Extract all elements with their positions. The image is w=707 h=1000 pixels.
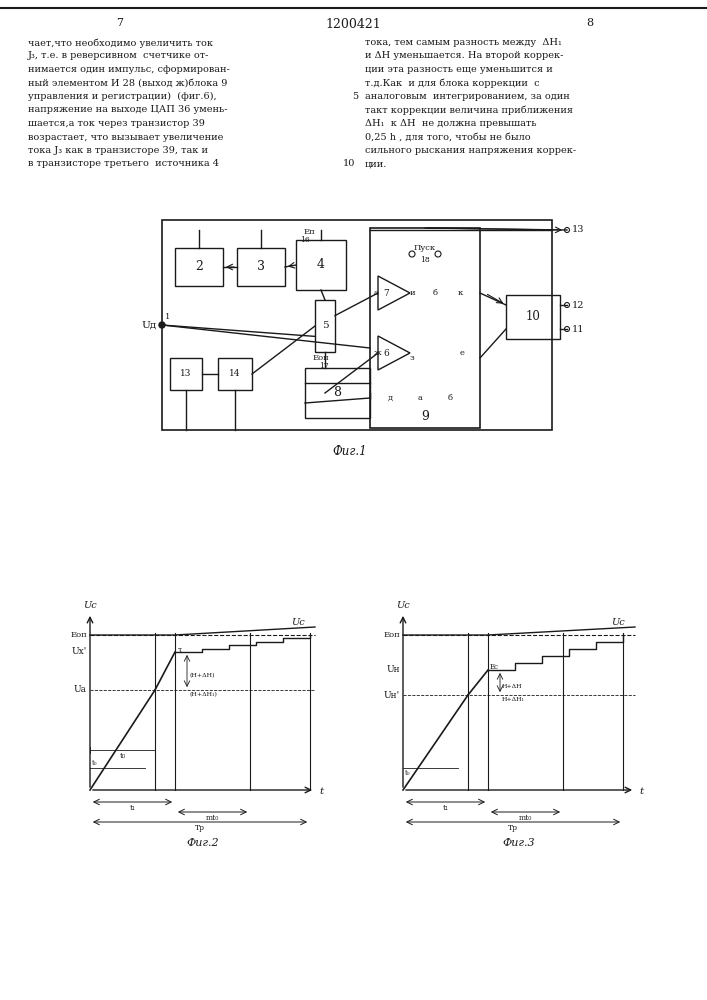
Text: Eоп: Eоп <box>313 354 329 362</box>
Text: Eоп: Eоп <box>70 631 87 639</box>
Text: t₁: t₁ <box>129 804 136 812</box>
Text: возрастает, что вызывает увеличение: возрастает, что вызывает увеличение <box>28 132 223 141</box>
Bar <box>170 358 202 390</box>
Text: 12: 12 <box>572 300 585 310</box>
Text: б: б <box>433 289 438 297</box>
Text: 5: 5 <box>322 322 328 330</box>
Text: t₀: t₀ <box>92 759 98 767</box>
Text: t₀: t₀ <box>405 769 411 777</box>
Text: (H+ΔН): (H+ΔН) <box>189 673 214 678</box>
Text: сильного рыскания напряжения коррек-: сильного рыскания напряжения коррек- <box>365 146 576 155</box>
Text: е: е <box>460 349 465 357</box>
Text: 9: 9 <box>421 410 429 422</box>
Text: Uн': Uн' <box>384 690 400 700</box>
Text: б: б <box>448 394 452 402</box>
Bar <box>175 248 223 286</box>
Bar <box>370 228 480 428</box>
Text: 5: 5 <box>352 92 358 101</box>
Text: 3: 3 <box>257 260 265 273</box>
Text: ΔН₁  к ΔН  не должна превышать: ΔН₁ к ΔН не должна превышать <box>365 119 537 128</box>
Text: ный элементом И 28 (выход ж)блока 9: ный элементом И 28 (выход ж)блока 9 <box>28 79 228 88</box>
Text: и: и <box>409 289 415 297</box>
Text: Uc: Uc <box>291 618 305 627</box>
Text: Фиг.3: Фиг.3 <box>503 838 535 848</box>
Text: τ: τ <box>178 646 182 654</box>
Text: H+ΔН: H+ΔН <box>502 684 522 690</box>
Text: ции эта разность еще уменьшится и: ции эта разность еще уменьшится и <box>365 65 553 74</box>
Text: Eоп: Eоп <box>383 631 400 639</box>
Bar <box>305 368 370 418</box>
Text: з: з <box>409 354 414 362</box>
Text: 11: 11 <box>572 324 585 334</box>
Text: 1200421: 1200421 <box>325 18 381 31</box>
Text: в транзисторе третьего  источника 4: в транзисторе третьего источника 4 <box>28 159 219 168</box>
Text: 10: 10 <box>343 159 355 168</box>
Text: 17: 17 <box>319 362 329 370</box>
Text: 2: 2 <box>195 260 203 273</box>
Text: т.д.Как  и для блока коррекции  с: т.д.Как и для блока коррекции с <box>365 79 539 88</box>
Text: нимается один импульс, сформирован-: нимается один импульс, сформирован- <box>28 65 230 74</box>
Bar <box>315 300 335 352</box>
Text: Eс: Eс <box>490 663 499 671</box>
Text: Фиг.2: Фиг.2 <box>186 838 218 848</box>
Text: ж: ж <box>374 349 382 357</box>
Text: (H+ΔН₁): (H+ΔН₁) <box>189 692 217 697</box>
Text: тока, тем самым разность между  ΔН₁: тока, тем самым разность между ΔН₁ <box>365 38 562 47</box>
Text: H+ΔН₁: H+ΔН₁ <box>502 697 525 702</box>
Text: Uc: Uc <box>83 601 97 610</box>
Text: Tр: Tр <box>195 824 205 832</box>
Bar <box>162 220 552 430</box>
Bar <box>237 248 285 286</box>
Text: 13: 13 <box>572 226 585 234</box>
Text: и ΔН уменьшается. На второй коррек-: и ΔН уменьшается. На второй коррек- <box>365 51 563 60</box>
Text: 14: 14 <box>229 369 241 378</box>
Text: к: к <box>457 289 462 297</box>
Text: t₀: t₀ <box>119 752 126 760</box>
Text: Фиг.1: Фиг.1 <box>333 445 368 458</box>
Text: а: а <box>374 289 379 297</box>
Text: t: t <box>639 788 643 796</box>
Text: t: t <box>319 788 323 796</box>
Text: 1: 1 <box>165 313 170 321</box>
Text: ции.: ции. <box>365 159 387 168</box>
Bar <box>506 295 560 339</box>
Text: Uх': Uх' <box>71 648 87 656</box>
Text: а: а <box>418 394 423 402</box>
Text: Uа: Uа <box>74 686 87 694</box>
Text: 16: 16 <box>300 236 310 244</box>
Text: 6: 6 <box>383 349 389 358</box>
Text: 10: 10 <box>525 310 540 324</box>
Text: 0,25 h , для того, чтобы не было: 0,25 h , для того, чтобы не было <box>365 132 531 141</box>
Text: Uc: Uc <box>612 618 625 627</box>
Circle shape <box>159 322 165 328</box>
Text: 8: 8 <box>334 386 341 399</box>
Text: 13: 13 <box>180 369 192 378</box>
Text: д: д <box>387 394 392 402</box>
Text: чает,что необходимо увеличить ток: чает,что необходимо увеличить ток <box>28 38 213 47</box>
Text: управления и регистрации)  (фиг.6),: управления и регистрации) (фиг.6), <box>28 92 216 101</box>
Text: 4: 4 <box>317 258 325 271</box>
Text: 18: 18 <box>420 256 430 264</box>
Text: mt₀: mt₀ <box>519 814 532 822</box>
Text: Uд: Uд <box>142 320 157 330</box>
Bar <box>218 358 252 390</box>
Text: Eп: Eп <box>304 228 316 236</box>
Bar <box>296 240 346 290</box>
Text: Uc: Uc <box>396 601 410 610</box>
Text: 7: 7 <box>383 288 389 298</box>
Text: 8: 8 <box>586 18 594 28</box>
Text: Uн: Uн <box>386 666 400 674</box>
Text: Пуск: Пуск <box>414 244 436 252</box>
Text: тока Ј₃ как в транзисторе 39, так и: тока Ј₃ как в транзисторе 39, так и <box>28 146 208 155</box>
Text: Ј₃, т.е. в реверсивном  счетчике от-: Ј₃, т.е. в реверсивном счетчике от- <box>28 51 209 60</box>
Text: Tр: Tр <box>508 824 518 832</box>
Text: mt₀: mt₀ <box>206 814 219 822</box>
Text: шается,а ток через транзистор 39: шается,а ток через транзистор 39 <box>28 119 205 128</box>
Text: t₁: t₁ <box>443 804 448 812</box>
Text: аналоговым  интегрированием, за один: аналоговым интегрированием, за один <box>365 92 570 101</box>
Text: напряжение на выходе ЦАП 36 умень-: напряжение на выходе ЦАП 36 умень- <box>28 105 228 114</box>
Text: 7: 7 <box>117 18 124 28</box>
Text: такт коррекции величина приближения: такт коррекции величина приближения <box>365 105 573 115</box>
